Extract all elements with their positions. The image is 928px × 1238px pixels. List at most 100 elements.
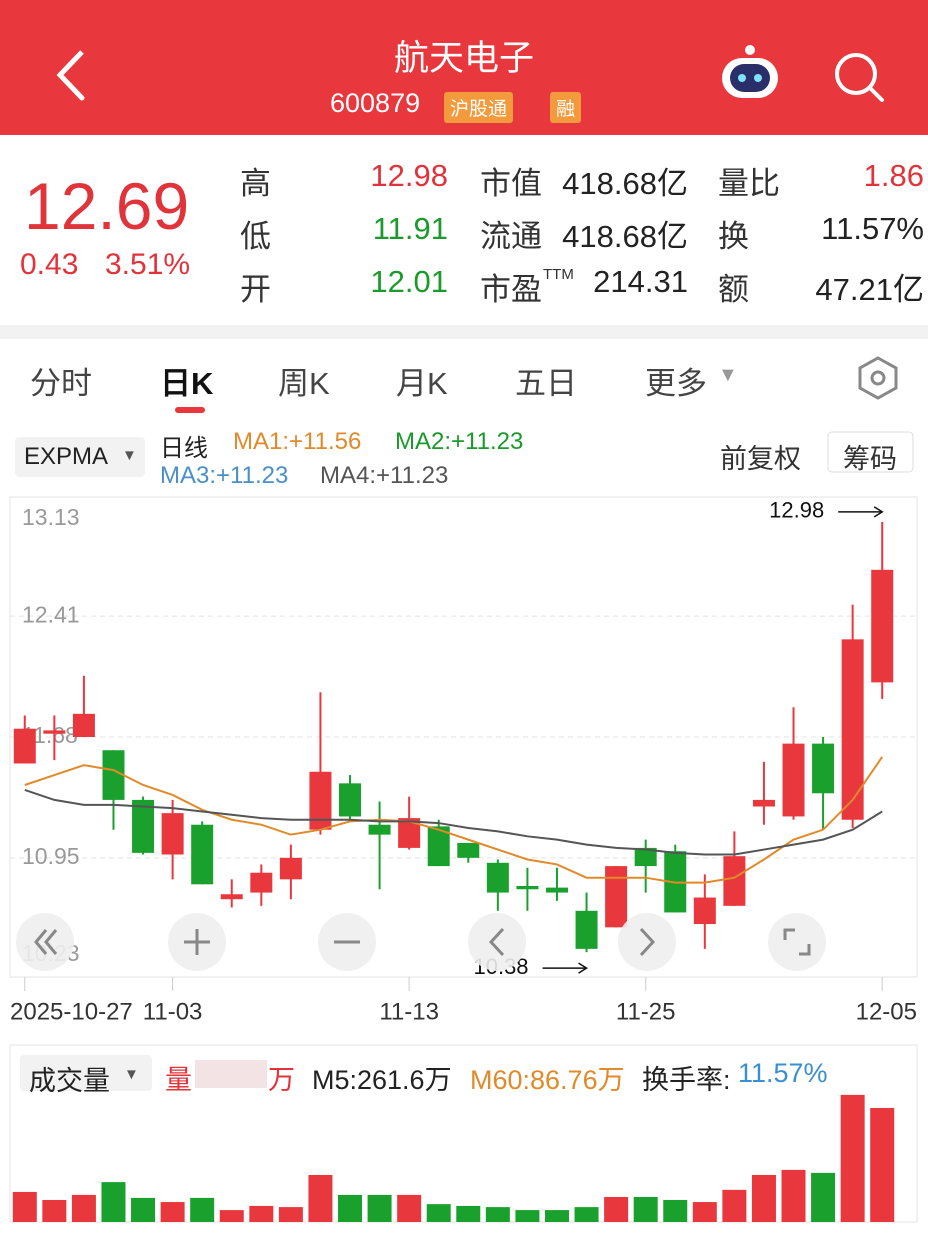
stat-value: 418.68亿: [562, 166, 688, 201]
candle-body: [605, 866, 628, 928]
volume-bar: [160, 1202, 185, 1222]
tab-underline: [175, 407, 205, 413]
volume-bar: [249, 1205, 274, 1222]
tab[interactable]: 月K: [396, 366, 448, 401]
tab-active[interactable]: 日K: [160, 366, 214, 401]
candle-body: [486, 862, 509, 893]
stat-label: 换: [718, 219, 749, 254]
stat-label: 额: [718, 272, 749, 307]
volume-legend: 万: [268, 1065, 295, 1095]
volume-bar: [515, 1210, 540, 1222]
volume-bar: [278, 1207, 303, 1222]
stat-label: 量比: [718, 166, 780, 201]
chips[interactable]: 筹码: [843, 444, 897, 474]
ma-legend: MA3:+11.23: [160, 462, 289, 489]
x-tick-label: 11-25: [616, 998, 676, 1025]
volume-bar: [544, 1210, 569, 1222]
volume-bar: [692, 1202, 717, 1222]
separator: [0, 325, 928, 339]
robot-icon[interactable]: [722, 45, 778, 98]
chart-buttons: [16, 913, 826, 971]
volume-indicator-box[interactable]: [20, 1055, 152, 1091]
tab[interactable]: 分时: [30, 366, 92, 401]
high-annotation: 12.98: [769, 498, 824, 523]
dropdown-arrow: ▼: [718, 364, 738, 386]
candle-body: [427, 826, 450, 867]
candle-body: [309, 771, 332, 830]
ma-legend: MA1:+11.56: [233, 428, 362, 455]
candle-body: [693, 897, 716, 925]
candle-body: [191, 824, 214, 885]
volume-bar: [456, 1205, 481, 1222]
stock-code: 600879: [330, 88, 421, 118]
stat-label: 开: [240, 272, 271, 307]
stock-name: 航天电子: [393, 39, 534, 78]
tag: 沪股通: [444, 92, 514, 123]
stat-value: 1.86: [863, 158, 924, 193]
volume-bar: [633, 1196, 658, 1222]
volume-legend: M60:86.76万: [470, 1065, 625, 1095]
volume-indicator[interactable]: 成交量: [29, 1066, 110, 1096]
y-tick-label: 10.95: [22, 843, 80, 869]
candle-body: [871, 569, 894, 683]
indicator[interactable]: EXPMA: [24, 443, 109, 470]
candle-body: [339, 783, 362, 817]
x-tick-label: 11-13: [379, 998, 439, 1025]
stat-value: 11.57%: [821, 211, 924, 246]
blurred-value: [195, 1060, 267, 1088]
stat-label: 市盈: [480, 272, 542, 307]
annotation-arrowhead: [873, 506, 884, 518]
candle-body: [368, 824, 391, 835]
x-tick-label: 12-05: [856, 998, 917, 1025]
volume-bar: [190, 1197, 215, 1222]
fullscreen-button[interactable]: [768, 913, 826, 971]
volume-bar: [574, 1207, 599, 1222]
candle-body: [723, 856, 746, 906]
candle-body: [634, 847, 657, 867]
change-pct: 3.51%: [105, 248, 191, 281]
volume-bar: [397, 1194, 422, 1222]
candle-body: [102, 750, 125, 800]
annotation-arrowhead: [578, 962, 588, 974]
ma-legend: MA4:+11.23: [320, 462, 449, 489]
search-icon[interactable]: [835, 53, 884, 102]
candle-body: [812, 743, 835, 794]
candle-body: [161, 813, 184, 855]
stat-value: 47.21亿: [815, 272, 924, 307]
indicator-box[interactable]: [15, 437, 145, 477]
settings-icon[interactable]: [858, 356, 898, 400]
x-tick-label: 11-03: [143, 998, 203, 1025]
price: 12.69: [24, 169, 190, 243]
candle-body: [279, 857, 302, 880]
x-tick-label: 2025-10-27: [10, 998, 133, 1025]
candle-body: [43, 730, 66, 734]
volume-bar: [12, 1191, 37, 1222]
stat-label: 高: [240, 166, 271, 201]
tab[interactable]: 周K: [278, 366, 330, 401]
candle-body: [250, 872, 273, 893]
adjust[interactable]: 前复权: [720, 444, 801, 474]
stat-value: 12.01: [370, 264, 448, 299]
tab[interactable]: 五日: [515, 366, 577, 401]
volume-bar: [308, 1174, 333, 1222]
ma-line: [24, 789, 883, 856]
next-button[interactable]: [618, 913, 676, 971]
candle-body: [841, 639, 864, 820]
tab[interactable]: 更多: [645, 366, 707, 401]
candle-body: [132, 799, 155, 853]
volume-bar: [367, 1194, 392, 1222]
volume-legend: 量: [165, 1065, 192, 1095]
volume-bar: [71, 1194, 96, 1222]
volume-bar: [101, 1182, 126, 1222]
volume-bar: [722, 1189, 747, 1222]
stat-value: 418.68亿: [562, 219, 688, 254]
chips-box[interactable]: [827, 431, 914, 473]
dropdown-arrow: ▼: [122, 447, 137, 464]
candle-body: [545, 887, 568, 893]
stat-label: 流通: [480, 219, 542, 254]
dropdown-arrow: ▼: [124, 1066, 139, 1083]
candle-body: [457, 842, 480, 858]
back-icon[interactable]: [56, 50, 85, 101]
prev-button[interactable]: [468, 913, 526, 971]
